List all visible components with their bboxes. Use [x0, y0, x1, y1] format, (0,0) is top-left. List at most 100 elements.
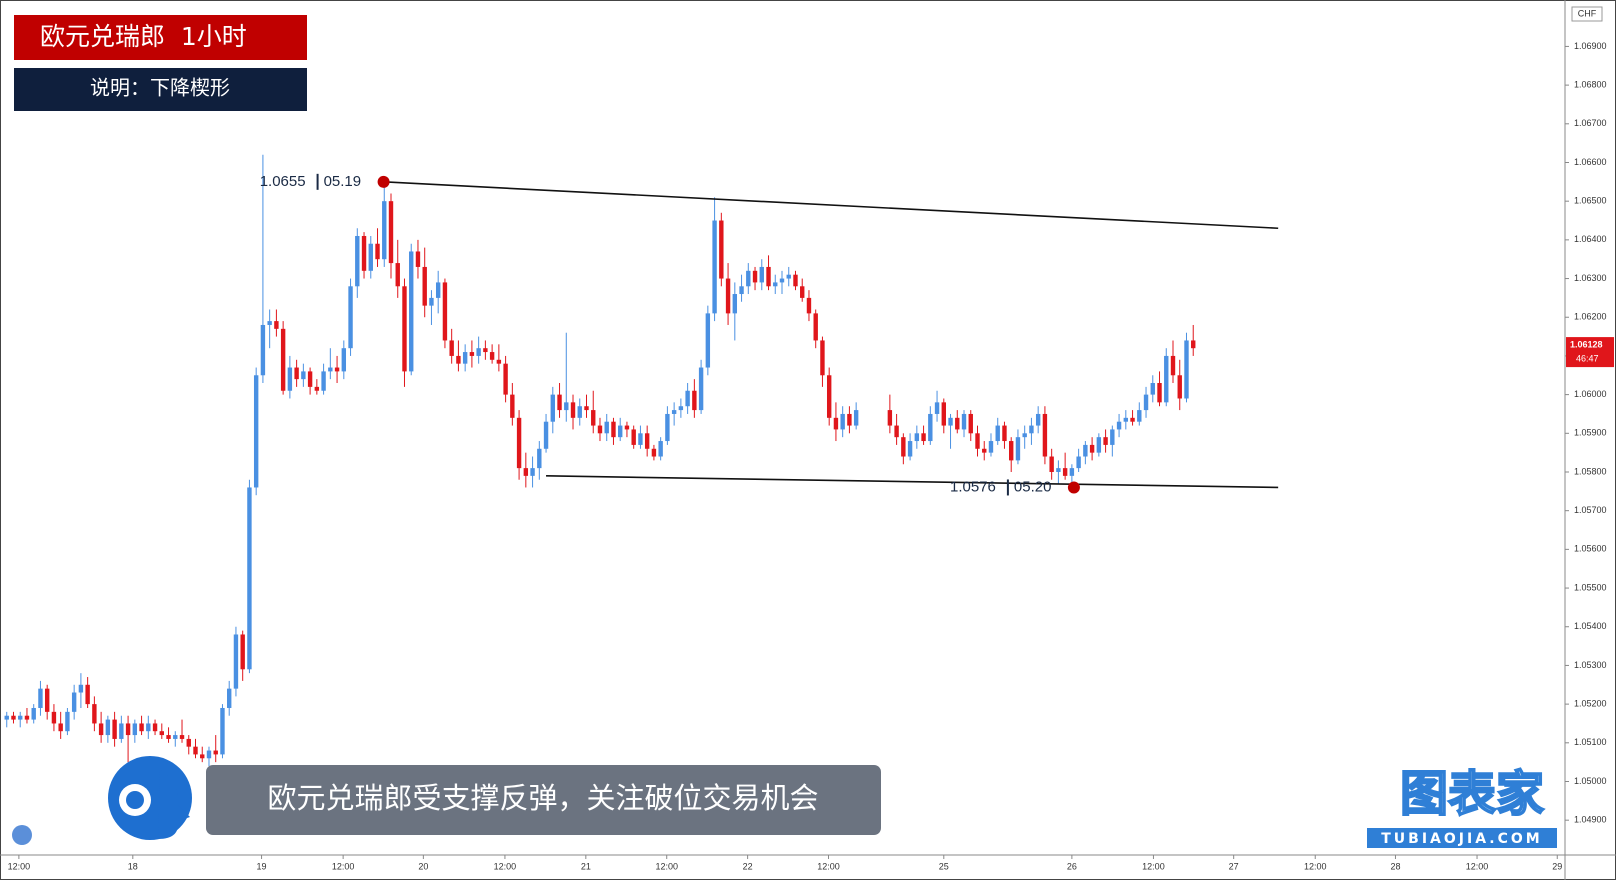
- title-box: [14, 15, 307, 60]
- watermark: 图表家: [1400, 766, 1544, 822]
- subtitle-box: [14, 68, 307, 111]
- candle-body: [38, 688, 43, 708]
- candle-body: [1103, 437, 1108, 445]
- candle-body: [948, 417, 953, 426]
- candle-body: [914, 433, 920, 442]
- candle-body: [1110, 429, 1115, 445]
- candle-body: [44, 688, 50, 712]
- candle-body: [98, 723, 104, 736]
- candle-body: [1069, 468, 1075, 476]
- candle-body: [941, 402, 946, 426]
- candle-body: [328, 367, 333, 372]
- candle-body: [584, 406, 589, 411]
- candle-body: [719, 220, 724, 279]
- candle-body: [334, 367, 340, 372]
- candle-body: [65, 711, 70, 732]
- candle-body: [759, 266, 764, 283]
- candle-body: [119, 723, 124, 739]
- candle-body: [253, 375, 259, 488]
- candle-body: [1042, 413, 1048, 457]
- candle-body: [806, 297, 812, 314]
- candle-body: [361, 235, 367, 271]
- candle-body: [746, 270, 751, 287]
- candle-body: [928, 413, 933, 442]
- candle-body: [409, 251, 414, 372]
- y-tick-label: 1.05600: [1574, 544, 1607, 554]
- candle-body: [644, 433, 650, 449]
- candle-body: [476, 348, 481, 356]
- candle-body: [1029, 425, 1034, 434]
- candle-body: [1009, 441, 1014, 461]
- candle-body: [921, 433, 926, 442]
- y-tick-label: 1.06200: [1574, 312, 1607, 322]
- candle-body: [388, 201, 394, 264]
- candle-body: [449, 340, 454, 356]
- candle-body: [1015, 437, 1021, 461]
- candle-body: [523, 468, 529, 476]
- candle-body: [1170, 355, 1176, 376]
- candle-body: [395, 263, 400, 287]
- currency-box: [1571, 6, 1603, 22]
- tv-logo: [12, 825, 32, 845]
- candle-body: [685, 390, 690, 407]
- y-tick-label: 1.06500: [1574, 196, 1607, 206]
- candle-body: [1130, 417, 1135, 422]
- candle-body: [78, 684, 84, 693]
- y-tick-label: 1.06300: [1574, 273, 1607, 283]
- candle-body: [1177, 375, 1182, 399]
- last-price: 1.06128: [1570, 339, 1603, 349]
- candle-body: [826, 375, 832, 418]
- candle-body: [503, 363, 508, 395]
- x-tick-label: 25: [939, 861, 949, 871]
- pivot-marker: [377, 175, 390, 188]
- candle-body: [597, 425, 603, 434]
- candle-body: [71, 692, 77, 712]
- x-tick-label: 12:00: [494, 861, 517, 871]
- candle-body: [220, 707, 225, 755]
- candle-body: [456, 355, 461, 364]
- candle-body: [435, 282, 441, 298]
- candle-body: [173, 735, 178, 739]
- pivot-price: 1.0655: [260, 173, 306, 190]
- candle-body: [968, 413, 973, 434]
- candle-body: [152, 723, 158, 732]
- candle-body: [1049, 456, 1054, 472]
- candle-body: [489, 352, 495, 360]
- x-tick-label: 12:00: [1304, 861, 1327, 871]
- last-price-box: [1566, 337, 1614, 368]
- candle-body: [186, 738, 191, 747]
- x-tick-label: 12:00: [332, 861, 355, 871]
- candle-body: [510, 394, 515, 418]
- candle-body: [1150, 383, 1155, 395]
- y-tick-label: 1.05900: [1574, 428, 1607, 438]
- candle-body: [200, 754, 205, 759]
- candle-body: [901, 437, 906, 457]
- watermark-url-box: [1367, 828, 1557, 848]
- candle-body: [833, 417, 839, 430]
- y-tick-label: 1.05800: [1574, 466, 1607, 476]
- candle-body: [1116, 421, 1122, 430]
- candle-body: [1056, 468, 1061, 472]
- candle-body: [651, 448, 657, 457]
- candle-body: [469, 352, 475, 356]
- x-tick-label: 12:00: [655, 861, 678, 871]
- y-tick-label: 1.06800: [1574, 79, 1607, 89]
- candle-body: [907, 441, 913, 457]
- candle-body: [132, 723, 138, 736]
- candle-body: [698, 367, 704, 411]
- candle-body: [530, 468, 535, 476]
- candle-body: [1076, 456, 1081, 469]
- watermark-url: TUBIAOJIA.COM: [1381, 831, 1542, 847]
- candle-body: [112, 719, 117, 739]
- x-tick-label: 20: [418, 861, 428, 871]
- candle-body: [773, 282, 778, 287]
- candle-body: [786, 274, 791, 279]
- candle-body: [146, 723, 151, 732]
- countdown: 46:47: [1576, 353, 1599, 363]
- candle-body: [894, 425, 899, 438]
- candle-body: [779, 278, 785, 283]
- candle-body: [1191, 340, 1196, 349]
- candle-body: [1157, 383, 1162, 403]
- candle-body: [18, 715, 23, 720]
